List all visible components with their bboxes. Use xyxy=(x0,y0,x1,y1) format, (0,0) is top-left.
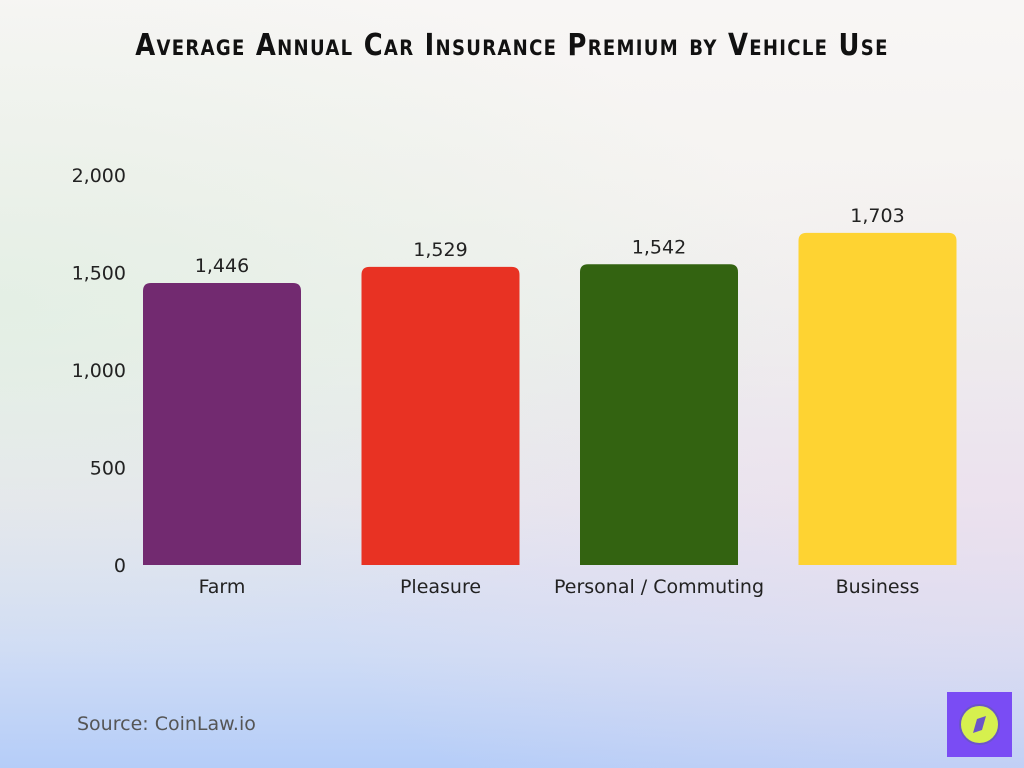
data-label: 1,703 xyxy=(850,205,904,227)
compass-icon xyxy=(959,704,1000,745)
bar-pleasure xyxy=(361,266,520,565)
x-tick-label: Farm xyxy=(199,576,246,598)
data-label: 1,446 xyxy=(195,255,249,277)
data-label: 1,542 xyxy=(632,236,686,258)
logo xyxy=(947,692,1012,757)
bar-farm xyxy=(143,283,301,565)
y-tick-label: 0 xyxy=(114,555,126,577)
y-tick-label: 1,500 xyxy=(72,263,126,285)
y-tick-label: 2,000 xyxy=(72,165,126,187)
x-tick-label: Business xyxy=(836,576,920,598)
data-label: 1,529 xyxy=(413,239,467,261)
bar-personal-commuting xyxy=(580,264,738,565)
chart-title: Average Annual Car Insurance Premium by … xyxy=(135,28,889,63)
x-tick-label: Personal / Commuting xyxy=(554,576,764,598)
y-tick-label: 500 xyxy=(90,458,126,480)
bar-business xyxy=(798,232,957,566)
source-text: Source: CoinLaw.io xyxy=(77,713,256,735)
x-tick-label: Pleasure xyxy=(400,576,481,598)
y-tick-label: 1,000 xyxy=(72,360,126,382)
